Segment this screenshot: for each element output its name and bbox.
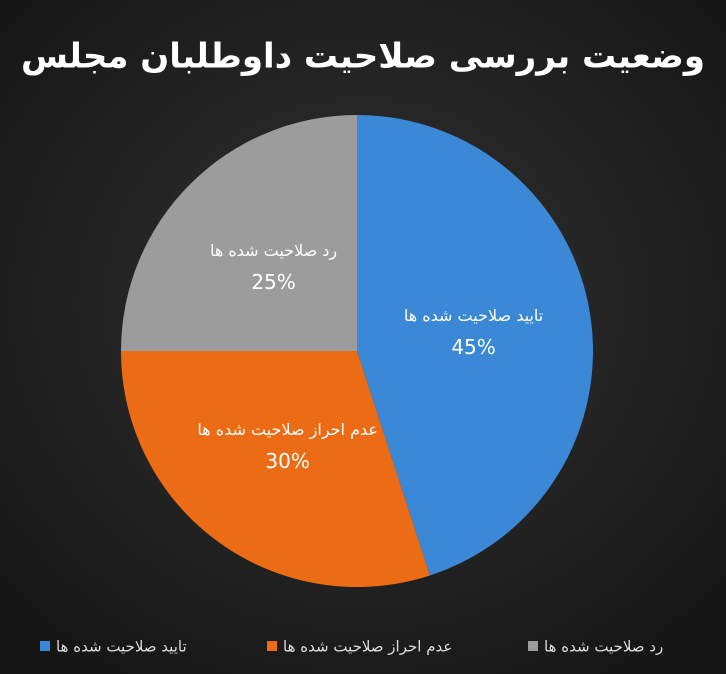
legend-label: عدم احراز صلاحیت شده ها	[283, 638, 452, 656]
slice-value: 30%	[265, 449, 309, 473]
legend-swatch	[267, 641, 277, 651]
pie-slice	[121, 115, 357, 351]
pie-slice	[121, 351, 430, 587]
slice-label: رد صلاحیت شده ها	[210, 241, 337, 261]
chart-title: وضعیت بررسی صلاحیت داوطلبان مجلس	[21, 37, 705, 77]
slice-label: عدم احراز صلاحیت شده ها	[197, 420, 378, 440]
slice-value: 25%	[251, 270, 295, 294]
slice-label: تایید صلاحیت شده ها	[404, 306, 543, 325]
legend-label: رد صلاحیت شده ها	[544, 638, 663, 656]
legend-label: تایید صلاحیت شده ها	[56, 638, 187, 656]
legend-swatch	[528, 641, 538, 651]
pie-slice	[357, 115, 593, 576]
legend-swatch	[40, 641, 50, 651]
slice-value: 45%	[451, 335, 495, 359]
